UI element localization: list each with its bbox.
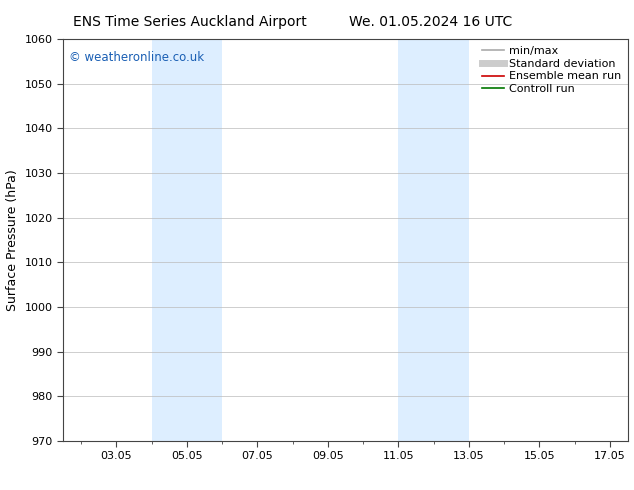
Text: We. 01.05.2024 16 UTC: We. 01.05.2024 16 UTC [349, 15, 513, 29]
Text: © weatheronline.co.uk: © weatheronline.co.uk [69, 51, 204, 64]
Bar [398, 39, 469, 441]
Legend: min/max, Standard deviation, Ensemble mean run, Controll run: min/max, Standard deviation, Ensemble me… [479, 43, 624, 98]
Text: ENS Time Series Auckland Airport: ENS Time Series Auckland Airport [74, 15, 307, 29]
Y-axis label: Surface Pressure (hPa): Surface Pressure (hPa) [6, 169, 19, 311]
Bar [152, 39, 222, 441]
